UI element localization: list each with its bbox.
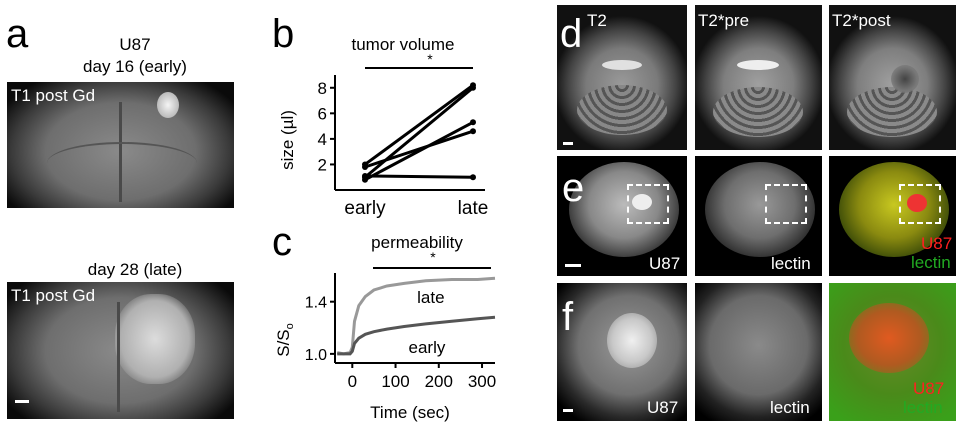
- permeability-chart: permeability * S/So Time (sec) 1.0 1.4 0 10…: [274, 233, 496, 422]
- chart-b-point: [470, 128, 476, 135]
- scale-bar: [15, 400, 29, 403]
- chart-b-series-line: [364, 84, 474, 166]
- chart-b-y-tick-label: 8: [318, 79, 327, 98]
- chart-b-x-tick-label: early: [344, 198, 386, 219]
- chart-b-point: [470, 119, 476, 126]
- chart-c-x-tick-label: 100: [381, 372, 409, 391]
- chart-b-y-tick-label: 2: [318, 155, 327, 174]
- panel-d-label-t2-pre: T2*pre: [698, 11, 750, 30]
- chart-c-ylabel-main: S/S: [274, 329, 293, 356]
- chart-b-y-tick-label: 6: [318, 104, 327, 123]
- panel-e-merge-label-u87: U87: [921, 234, 953, 253]
- scale-bar: [563, 142, 573, 145]
- chart-b-series-line: [364, 174, 474, 179]
- panel-a-bottom-image-label: T1 post Gd: [11, 286, 96, 305]
- chart-c-series-early: [337, 315, 496, 356]
- panel-d-label-t2-post: T2*post: [832, 11, 891, 30]
- panel-f-letter: f: [562, 295, 574, 339]
- panel-e-merge-label-lectin: lectin: [911, 253, 951, 272]
- chart-c-x-tick-label: 300: [468, 372, 496, 391]
- panel-f-label-u87: U87: [647, 398, 679, 417]
- panel-c-letter: c: [272, 220, 292, 264]
- chart-c-significance: *: [430, 249, 436, 265]
- mri-t2star-pre-image: T2*pre: [695, 5, 822, 150]
- chart-b-point: [470, 174, 476, 181]
- mri-t2-image: T2: [557, 5, 687, 150]
- histology-u87-zoom-image: U87: [557, 283, 687, 421]
- chart-b-significance: *: [427, 51, 433, 67]
- panel-a-cell-line: U87: [119, 35, 151, 54]
- panel-f-merge-label-lectin: lectin: [903, 398, 943, 417]
- panel-a-top-image-label: T1 post Gd: [11, 86, 96, 105]
- mri-t1-late-image: T1 post Gd: [7, 282, 234, 419]
- chart-b-point: [362, 172, 368, 179]
- chart-b-series-line: [364, 86, 474, 179]
- chart-b-x-tick-label: late: [458, 198, 489, 219]
- tumor-volume-chart: tumor volume * size (µl) 2 4 6 8 early late: [278, 35, 489, 219]
- panel-e-label-lectin: lectin: [771, 254, 811, 273]
- chart-b-y-tick-label: 4: [318, 130, 327, 149]
- chart-c-xlabel: Time (sec): [370, 403, 450, 422]
- histology-u87-section-image: U87: [557, 156, 687, 276]
- scale-bar: [563, 409, 573, 412]
- chart-c-y-tick-label: 1.4: [305, 295, 327, 312]
- chart-b-point: [470, 84, 476, 91]
- panel-e-label-u87: U87: [649, 254, 681, 273]
- chart-b-title: tumor volume: [352, 35, 455, 54]
- mri-t2star-post-image: T2*post: [829, 5, 956, 150]
- chart-c-x-tick-label: 200: [425, 372, 453, 391]
- chart-c-title: permeability: [371, 233, 463, 252]
- panel-d-letter: d: [560, 12, 583, 56]
- panel-b-letter: b: [272, 12, 295, 56]
- chart-c-label-late: late: [417, 288, 444, 307]
- chart-c-y-tick-label: 1.0: [305, 347, 327, 364]
- chart-c-ylabel-sub: o: [284, 323, 296, 329]
- mri-t1-early-image: T1 post Gd: [7, 82, 234, 208]
- panel-a-late-caption: day 28 (late): [87, 260, 183, 279]
- chart-b-series-line: [364, 129, 474, 169]
- chart-b-series-line: [364, 120, 474, 182]
- panel-f-merge-label-u87: U87: [913, 379, 945, 398]
- chart-c-label-early: early: [409, 338, 446, 357]
- panel-f-label-lectin: lectin: [770, 398, 810, 417]
- panel-a-early-caption: day 16 (early): [83, 57, 187, 76]
- panel-e-letter: e: [562, 166, 585, 210]
- chart-c-x-tick-label: 0: [348, 372, 357, 391]
- chart-c-ylabel: S/So: [274, 323, 296, 357]
- chart-b-ylabel: size (µl): [278, 110, 297, 170]
- panel-a-letter: a: [6, 12, 29, 56]
- chart-b-point: [362, 164, 368, 170]
- histology-lectin-zoom-image: lectin: [695, 283, 822, 421]
- histology-merge-zoom-image: U87 lectin: [829, 283, 956, 421]
- scale-bar: [565, 264, 581, 267]
- histology-merge-section-image: U87 lectin: [829, 156, 956, 276]
- panel-d-label-t2: T2: [587, 11, 607, 30]
- histology-lectin-section-image: lectin: [695, 156, 822, 276]
